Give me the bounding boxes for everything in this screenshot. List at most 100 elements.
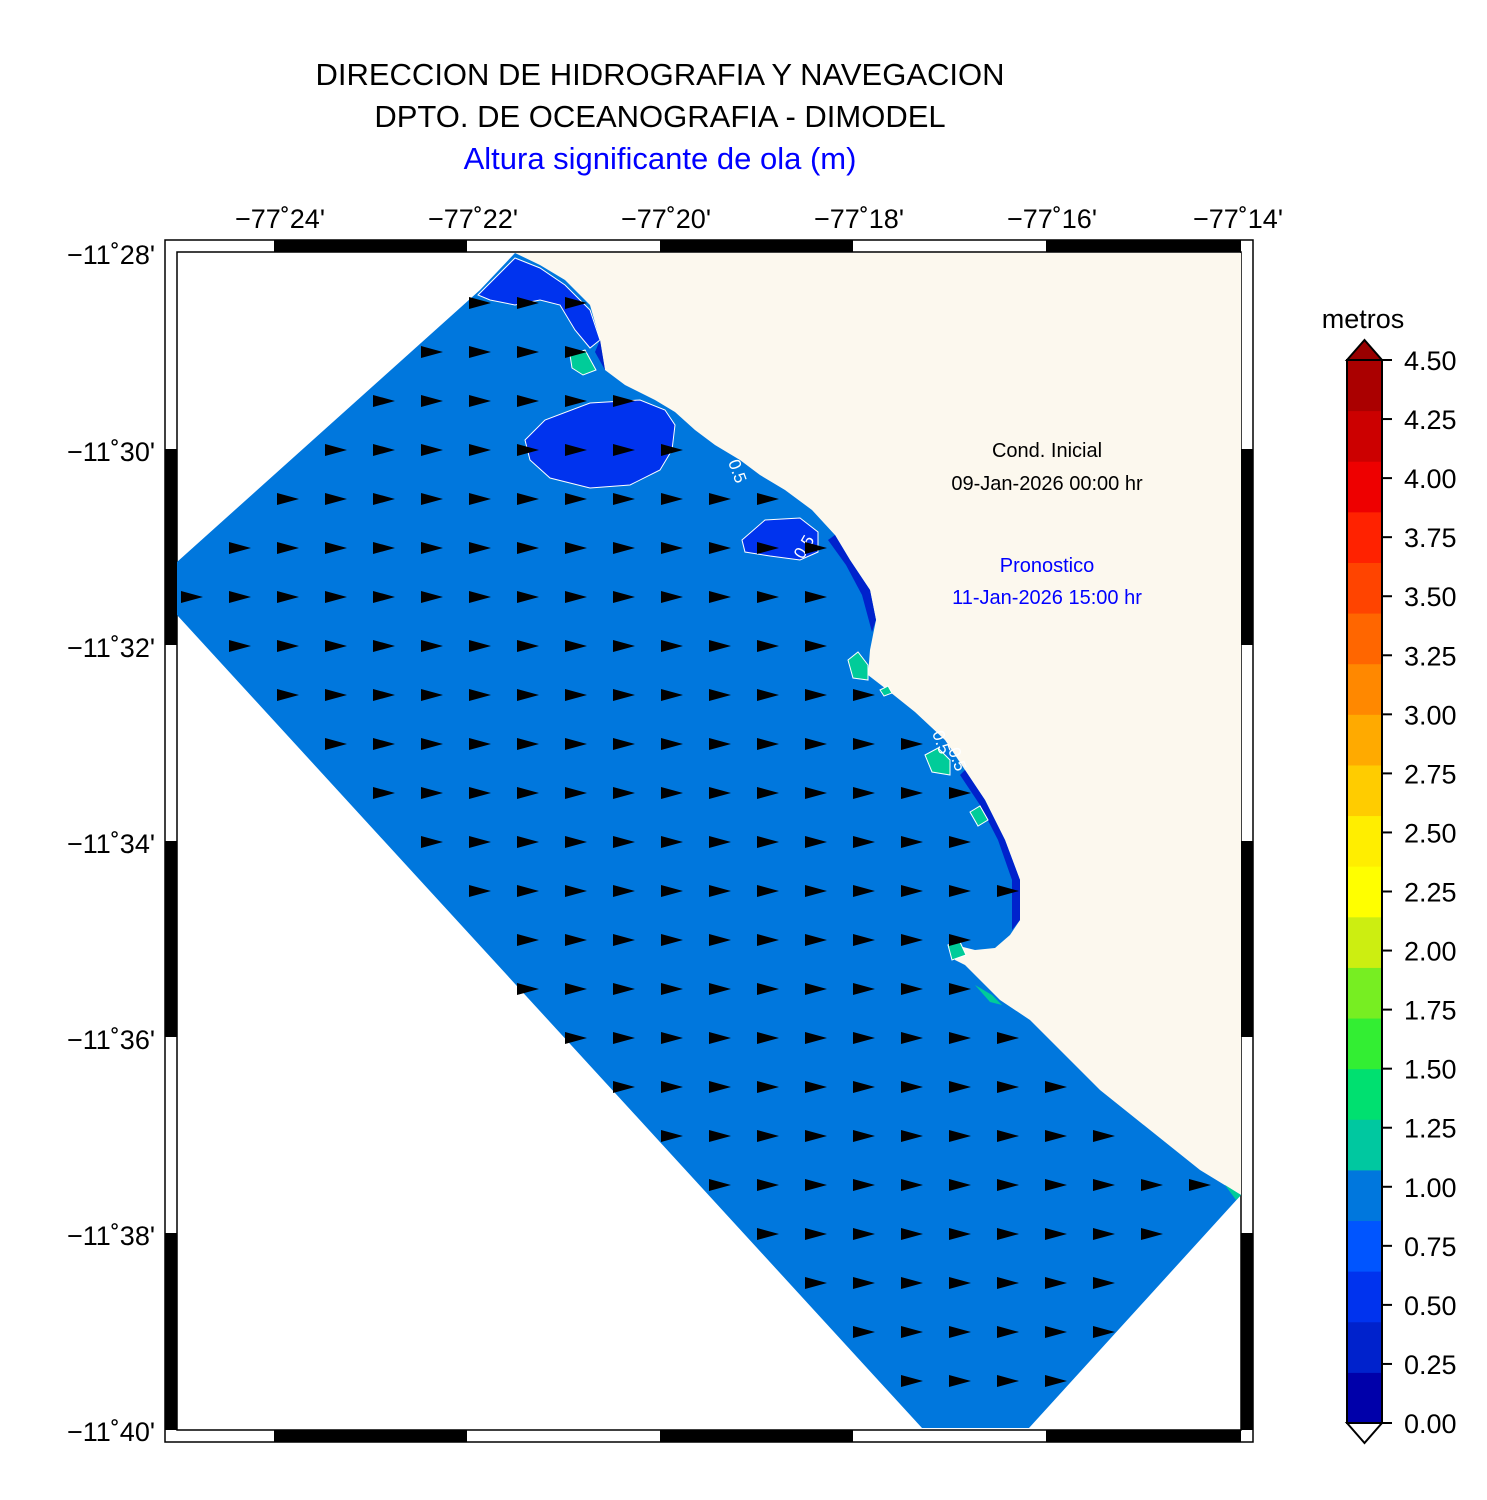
wave-arrow [853,983,875,995]
wave-arrow [421,395,443,407]
wave-arrow [565,983,587,995]
wave-arrow [709,787,731,799]
wave-arrow [853,1130,875,1142]
wave-arrow [613,444,635,456]
wave-arrow [565,297,587,309]
wave-arrow [469,395,491,407]
wave-arrow [421,444,443,456]
colorbar-label: 2.75 [1404,759,1457,789]
wave-arrow [757,689,779,701]
wave-arrow [469,640,491,652]
high-wave-patch-4 [924,747,951,776]
lon-tick-label: −77˚14' [1193,204,1283,234]
wave-arrow [373,542,395,554]
wave-arrow [517,542,539,554]
wave-arrow [1189,1179,1211,1191]
wave-arrow [469,346,491,358]
wave-arrow [853,1081,875,1093]
wave-arrow [901,934,923,946]
lat-tick-label: −11˚36' [67,1025,155,1055]
wave-arrow [709,1179,731,1191]
wave-arrow [805,1081,827,1093]
wave-arrow [757,836,779,848]
colorbar-label: 3.50 [1404,582,1457,612]
wave-arrow [373,493,395,505]
wave-arrow [805,738,827,750]
wave-arrow [853,934,875,946]
wave-arrow [565,689,587,701]
wave-arrow [517,738,539,750]
wave-arrow [901,1179,923,1191]
wave-arrow [901,1277,923,1289]
wave-arrow [325,444,347,456]
wave-arrow [661,983,683,995]
frame-tick-bar-top [274,240,467,252]
colorbar-segment [1347,1372,1382,1424]
colorbar-under-triangle [1344,1422,1385,1445]
wave-arrow [853,1228,875,1240]
wave-arrow [325,542,347,554]
lat-tick-label: −11˚38' [67,1221,155,1251]
colorbar-label: 4.50 [1404,346,1457,376]
wave-arrow [373,640,395,652]
wave-arrow [613,1032,635,1044]
wave-arrow [805,1277,827,1289]
wave-arrow [1045,1228,1067,1240]
wave-arrow [949,836,971,848]
wave-arrow [757,1228,779,1240]
wave-arrow [901,787,923,799]
wave-arrow [421,591,443,603]
wave-arrow [901,836,923,848]
wave-arrow [613,934,635,946]
wave-arrow [229,591,251,603]
wave-arrow [517,689,539,701]
lon-tick-label: −77˚16' [1007,204,1097,234]
wave-arrow [997,1179,1019,1191]
wave-arrow [805,1032,827,1044]
wave-arrow [229,542,251,554]
wave-arrow [757,885,779,897]
wave-arrow [373,444,395,456]
wave-arrow [613,885,635,897]
lat-tick-label: −11˚32' [67,633,155,663]
wave-arrow [373,738,395,750]
colorbar-label: 0.50 [1404,1291,1457,1321]
wave-arrow [325,738,347,750]
wave-arrow [661,1032,683,1044]
wave-arrow [757,542,779,554]
wave-arrow [613,1081,635,1093]
colorbar-segment [1347,1271,1382,1323]
wave-arrow [757,640,779,652]
wave-arrow [421,836,443,848]
wave-arrow [421,640,443,652]
wave-arrow [565,395,587,407]
wave-arrow [853,689,875,701]
wave-arrow [565,738,587,750]
wave-arrow [565,542,587,554]
wave-arrow [277,591,299,603]
wave-arrow [805,640,827,652]
wave-arrow [661,738,683,750]
wave-arrow [805,983,827,995]
wave-arrow [1141,1228,1163,1240]
title-line-1: DIRECCION DE HIDROGRAFIA Y NAVEGACION [315,57,1004,92]
wave-arrow [757,493,779,505]
wave-arrow [517,493,539,505]
wave-arrow [613,738,635,750]
colorbar-segment [1347,1220,1382,1272]
wave-arrow [709,591,731,603]
wave-arrow [805,542,827,554]
wave-arrow [805,885,827,897]
wave-arrow [709,689,731,701]
wave-arrow [949,1228,971,1240]
wave-arrow [949,1081,971,1093]
colorbar-label: 1.00 [1404,1173,1457,1203]
map-frame: 0.5 0.5 0.5 0.5 [164,239,1254,1443]
wave-arrow [277,689,299,701]
colorbar-over-triangle [1344,338,1385,361]
frame-tick-bar-right [1241,841,1253,1037]
wave-arrow [805,689,827,701]
wave-arrow [517,297,539,309]
colorbar-label: 1.50 [1404,1055,1457,1085]
wave-arrow [1093,1228,1115,1240]
